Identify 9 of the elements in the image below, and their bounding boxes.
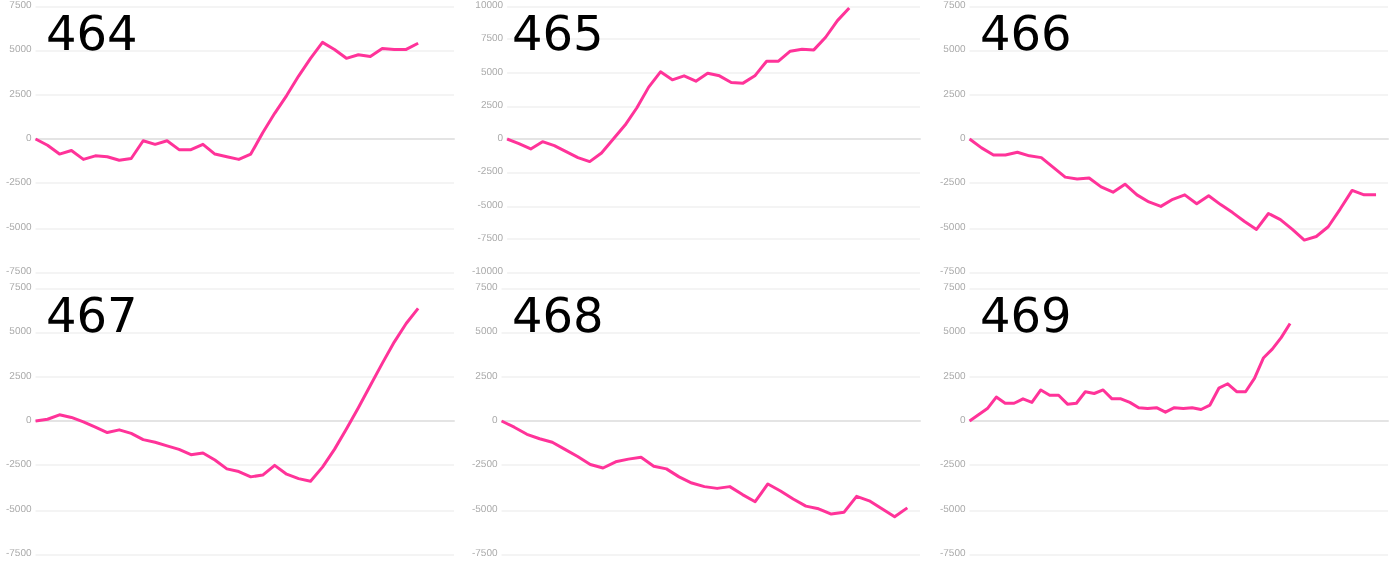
line-series bbox=[967, 137, 1377, 242]
chart-title: 466 bbox=[979, 6, 1071, 62]
chart-title: 468 bbox=[512, 287, 605, 343]
chart-title: 465 bbox=[512, 6, 605, 62]
line-series bbox=[506, 6, 852, 164]
line-series bbox=[500, 418, 910, 518]
chart-title: 464 bbox=[46, 6, 138, 62]
chart-title: 467 bbox=[46, 287, 138, 343]
chart-title: 469 bbox=[979, 287, 1071, 343]
